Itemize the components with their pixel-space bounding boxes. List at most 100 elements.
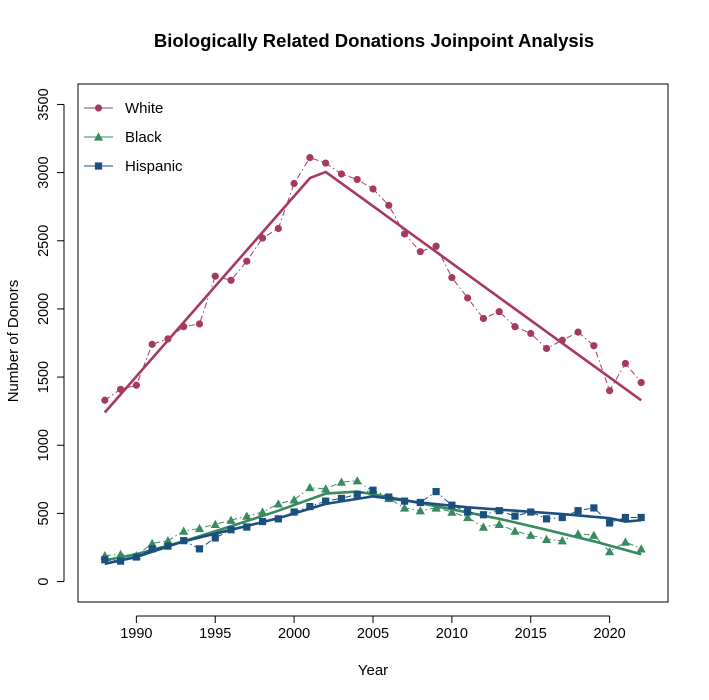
hispanic-fitted-line bbox=[104, 495, 642, 566]
black-point bbox=[115, 549, 126, 558]
hispanic-point bbox=[527, 508, 535, 516]
legend-marker-hispanic bbox=[94, 162, 103, 170]
black-point bbox=[573, 529, 583, 538]
white-point bbox=[195, 320, 204, 328]
x-tick-label: 2015 bbox=[515, 626, 547, 642]
hispanic-point bbox=[132, 553, 140, 561]
black-point bbox=[273, 499, 283, 508]
black-point bbox=[321, 484, 331, 493]
series-hispanic bbox=[101, 486, 645, 566]
white-point bbox=[258, 234, 267, 242]
black-point bbox=[541, 534, 552, 543]
x-tick-label: 2010 bbox=[436, 626, 468, 642]
legend-item-white: White bbox=[84, 100, 163, 117]
hispanic-point bbox=[211, 534, 219, 542]
white-point bbox=[290, 179, 298, 188]
black-point bbox=[620, 537, 631, 546]
hispanic-point bbox=[369, 486, 377, 494]
white-point bbox=[369, 185, 377, 193]
hispanic-point bbox=[637, 513, 645, 522]
white-point bbox=[432, 242, 440, 250]
x-axis-label: Year bbox=[358, 662, 388, 679]
hispanic-point bbox=[274, 515, 282, 523]
black-point bbox=[636, 544, 646, 553]
plot-frame bbox=[77, 83, 669, 603]
y-tick-label: 3000 bbox=[36, 156, 52, 188]
legend: White Black Hispanic bbox=[84, 100, 183, 175]
hispanic-point bbox=[432, 487, 440, 496]
black-point bbox=[415, 506, 425, 515]
hispanic-point bbox=[116, 557, 125, 565]
hispanic-point bbox=[337, 494, 346, 502]
white-point bbox=[274, 224, 282, 233]
black-point bbox=[431, 503, 441, 512]
white-point bbox=[353, 175, 361, 184]
black-point bbox=[336, 477, 347, 486]
x-tick-label: 1990 bbox=[120, 626, 152, 642]
legend-marker-white bbox=[94, 104, 103, 112]
white-point bbox=[337, 170, 346, 178]
series-layer bbox=[100, 154, 646, 566]
hispanic-point bbox=[258, 517, 267, 526]
hispanic-point bbox=[180, 537, 188, 545]
hispanic-point bbox=[353, 490, 361, 498]
white-point bbox=[479, 314, 488, 323]
white-point bbox=[527, 329, 535, 338]
hispanic-point bbox=[227, 526, 235, 534]
y-tick-label: 1000 bbox=[36, 429, 52, 461]
hispanic-point bbox=[479, 511, 488, 519]
black-point bbox=[289, 495, 299, 504]
white-observed-line bbox=[104, 156, 642, 401]
white-point bbox=[400, 230, 409, 238]
series-white bbox=[101, 154, 645, 414]
white-point bbox=[558, 336, 566, 344]
black-point bbox=[179, 526, 189, 535]
white-point bbox=[448, 273, 456, 282]
black-point bbox=[478, 522, 489, 531]
white-point bbox=[464, 294, 472, 302]
hispanic-point bbox=[306, 502, 314, 511]
hispanic-point bbox=[621, 513, 630, 522]
y-axis-label: Number of Donors bbox=[5, 280, 22, 403]
white-point bbox=[385, 201, 393, 209]
white-point bbox=[148, 340, 156, 348]
black-point bbox=[557, 536, 567, 545]
y-tick-label: 2000 bbox=[36, 293, 52, 325]
axes: 1990 1995 2000 2005 2010 2015 2020 0 500 1000 1500… bbox=[36, 88, 626, 642]
black-point bbox=[494, 519, 504, 528]
black-point bbox=[526, 530, 536, 539]
legend-label-white: White bbox=[125, 100, 163, 117]
black-point bbox=[305, 482, 315, 492]
black-point bbox=[242, 511, 252, 520]
legend-item-hispanic: Hispanic bbox=[84, 158, 183, 175]
white-point bbox=[574, 328, 582, 336]
white-point bbox=[211, 272, 219, 280]
x-tick-label: 2005 bbox=[357, 626, 389, 642]
black-point bbox=[463, 512, 473, 522]
legend-label-black: Black bbox=[125, 129, 162, 146]
black-point bbox=[147, 538, 157, 548]
white-point bbox=[621, 359, 630, 368]
hispanic-point bbox=[511, 512, 519, 520]
white-point bbox=[164, 335, 172, 343]
white-fitted-line bbox=[103, 170, 642, 414]
white-point bbox=[637, 378, 645, 387]
white-point bbox=[227, 276, 235, 284]
black-point bbox=[210, 519, 220, 528]
hispanic-point bbox=[385, 493, 393, 501]
white-point bbox=[132, 381, 140, 389]
white-point bbox=[322, 159, 330, 167]
white-point bbox=[590, 342, 598, 350]
black-point bbox=[352, 476, 362, 485]
black-point bbox=[163, 536, 173, 545]
hispanic-point bbox=[101, 556, 109, 564]
hispanic-point bbox=[448, 501, 456, 509]
hispanic-point bbox=[574, 507, 582, 515]
white-point bbox=[101, 396, 109, 404]
hispanic-point bbox=[290, 508, 298, 516]
black-point bbox=[510, 526, 520, 535]
x-tick-label: 2000 bbox=[278, 626, 310, 642]
black-point bbox=[447, 507, 457, 516]
hispanic-point bbox=[416, 498, 424, 507]
